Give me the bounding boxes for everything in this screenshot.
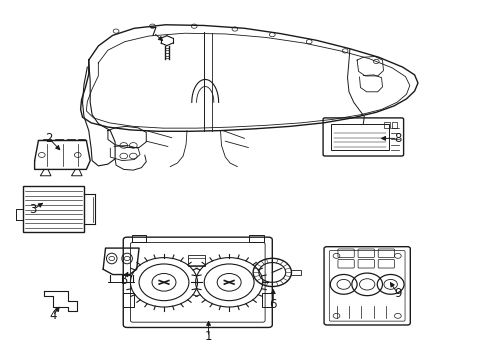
Bar: [330, 124, 388, 150]
Text: 5: 5: [120, 274, 127, 287]
Text: 8: 8: [393, 132, 401, 145]
Text: 1: 1: [204, 330, 212, 343]
Bar: [187, 255, 205, 266]
Bar: [384, 122, 389, 128]
Text: 4: 4: [49, 309, 57, 322]
Bar: [249, 235, 263, 242]
Text: 3: 3: [29, 203, 36, 216]
Bar: [132, 235, 146, 242]
Bar: [261, 293, 272, 307]
Text: 2: 2: [45, 132, 53, 145]
Bar: [23, 186, 84, 232]
Text: 6: 6: [269, 298, 276, 311]
Bar: [123, 293, 134, 307]
Bar: [391, 122, 397, 128]
Bar: [291, 270, 301, 275]
Text: 9: 9: [393, 287, 401, 300]
Text: 7: 7: [149, 26, 157, 39]
